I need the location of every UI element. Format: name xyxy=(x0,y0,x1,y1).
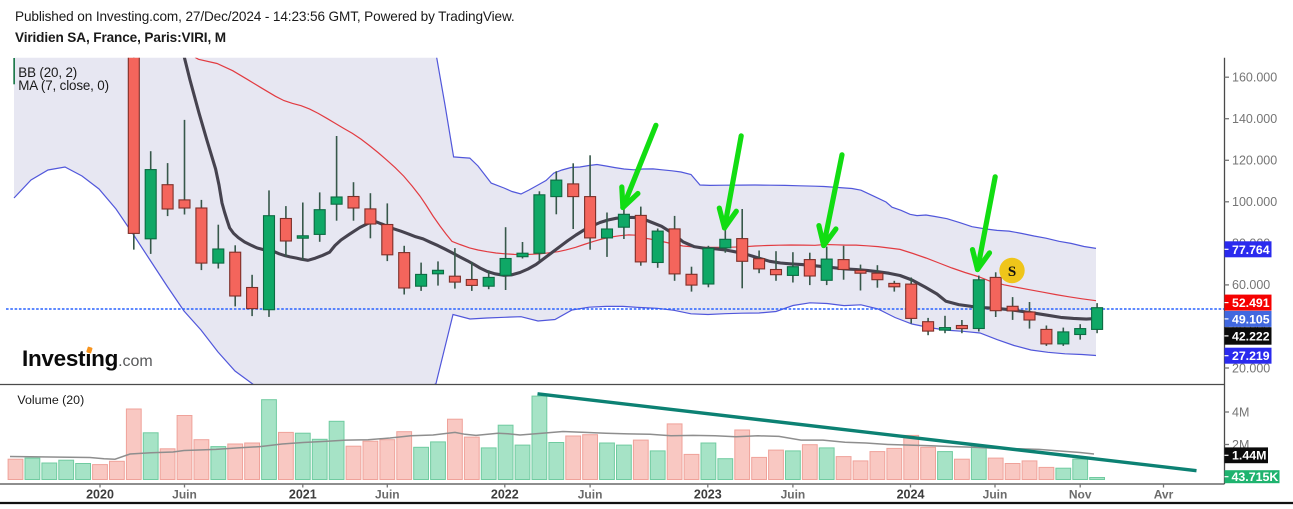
svg-text:Juin: Juin xyxy=(172,487,197,501)
svg-text:2023: 2023 xyxy=(694,487,722,501)
svg-text:120.000: 120.000 xyxy=(1232,154,1277,168)
svg-text:52.491: 52.491 xyxy=(1232,296,1270,310)
svg-text:S: S xyxy=(1008,264,1016,280)
svg-text:160.000: 160.000 xyxy=(1232,71,1277,85)
svg-text:140.000: 140.000 xyxy=(1232,112,1277,126)
svg-text:2024: 2024 xyxy=(897,487,925,501)
svg-text:Juin: Juin xyxy=(781,487,806,501)
svg-text:20.000: 20.000 xyxy=(1232,361,1270,375)
svg-text:77.764: 77.764 xyxy=(1232,243,1270,257)
svg-text:Avr: Avr xyxy=(1154,487,1174,501)
svg-text:27.219: 27.219 xyxy=(1232,349,1270,363)
svg-text:100.000: 100.000 xyxy=(1232,195,1277,209)
svg-text:Juin: Juin xyxy=(983,487,1008,501)
svg-text:2020: 2020 xyxy=(86,487,114,501)
svg-text:Nov: Nov xyxy=(1069,487,1092,501)
svg-text:2021: 2021 xyxy=(289,487,317,501)
svg-text:4M: 4M xyxy=(1232,405,1249,419)
svg-text:42.222: 42.222 xyxy=(1232,329,1270,343)
svg-text:Juin: Juin xyxy=(375,487,400,501)
svg-text:Juin: Juin xyxy=(578,487,603,501)
svg-text:49.105: 49.105 xyxy=(1232,312,1270,326)
svg-text:43.715K: 43.715K xyxy=(1232,470,1279,484)
svg-text:2022: 2022 xyxy=(491,487,519,501)
svg-text:60.000: 60.000 xyxy=(1232,278,1270,292)
svg-text:1.44M: 1.44M xyxy=(1232,449,1266,463)
